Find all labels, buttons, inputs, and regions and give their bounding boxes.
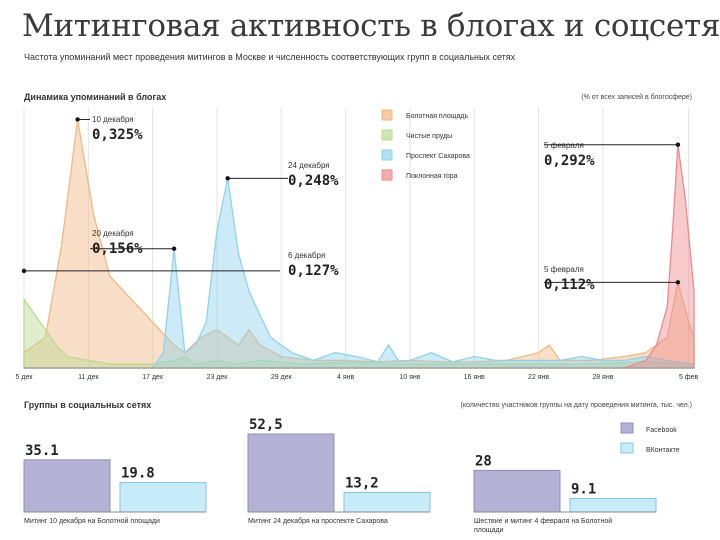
annotation-value: 0,112% (544, 277, 595, 293)
annotation-value: 0,127% (288, 263, 339, 279)
legend-swatch (620, 422, 634, 434)
page-subtitle: Частота упоминаний мест проведения митин… (24, 52, 516, 62)
legend-label: Facebook (646, 427, 677, 434)
annotation-date: 5 февраля (544, 141, 584, 150)
bar-value-label: 13,2 (345, 475, 379, 491)
bar-facebook (473, 469, 561, 513)
page-title: Митинговая активность в блогах и соцсетя… (22, 8, 720, 44)
x-tick-label: 22 янв (528, 374, 549, 381)
blog-chart-unit: (% от всех записей в блогосфере) (581, 94, 692, 101)
legend-swatch (381, 109, 393, 121)
groups-chart-unit: (количество участников группы на дату пр… (460, 402, 692, 409)
annotation-dot (21, 268, 27, 274)
legend-swatch (381, 169, 393, 181)
x-tick-label: 11 дек (78, 374, 99, 381)
x-tick-label: 16 янв (464, 374, 485, 381)
legend-swatch (620, 442, 634, 454)
annotation-value: 0,248% (288, 173, 339, 189)
bar-vkontakte (343, 491, 431, 513)
annotation-date: 24 декабря (288, 161, 330, 170)
annotation-dot (225, 176, 230, 181)
bar-value-label: 28 (475, 453, 492, 469)
bar-value-label: 35.1 (25, 443, 59, 459)
legend-label: Болотная площадь (406, 113, 469, 120)
annotation-value: 0,292% (544, 153, 595, 169)
x-tick-label: 23 дек (207, 374, 229, 381)
x-tick-label: 17 дек (142, 374, 164, 381)
x-tick-label: 5 дек (16, 374, 34, 381)
x-tick-label: 10 янв (399, 374, 420, 381)
area-series-2 (23, 297, 695, 369)
legend-label: Чистые пруды (406, 133, 452, 140)
annotation-date: 10 декабря (92, 115, 134, 124)
legend-label: Проспект Сахарова (406, 153, 470, 160)
bar-value-label: 19.8 (121, 466, 155, 482)
x-tick-label: 29 дек (271, 374, 293, 381)
annotation-value: 0,325% (92, 127, 143, 143)
bar-vkontakte (119, 482, 207, 513)
annotation-dot (675, 142, 681, 147)
bar-value-label: 9.1 (571, 481, 596, 497)
annotation-dot (675, 280, 681, 285)
group-label: Шествие и митинг 4 февраля на Болотной пл… (474, 517, 612, 534)
annotation-date: 5 февраля (544, 265, 584, 274)
annotation-dot (171, 246, 177, 251)
annotation-date: 6 декабря (288, 251, 325, 260)
annotation-dot (75, 117, 80, 122)
area-series-3 (24, 178, 695, 369)
legend-label: Поклонная гора (406, 173, 458, 180)
group-label: Митинг 10 декабря на Болотной площади (24, 517, 160, 525)
blog-chart-title: Динамика упоминаний в блогах (24, 92, 167, 102)
groups-chart-title: Группы в социальных сетях (24, 400, 152, 410)
legend-swatch (381, 149, 393, 161)
legend-label: ВКонтакте (646, 447, 680, 454)
bar-value-label: 52,5 (249, 417, 283, 433)
x-tick-label: 4 янв (337, 374, 354, 381)
bar-vkontakte (569, 497, 657, 513)
bar-facebook (247, 433, 335, 513)
legend-swatch (381, 129, 393, 141)
area-series-4 (24, 144, 695, 369)
bar-facebook (23, 459, 111, 513)
annotation-date: 20 декабря (92, 229, 134, 238)
x-tick-label: 28 янв (592, 374, 613, 381)
x-tick-label: 5 фев (679, 374, 698, 381)
group-label: Митинг 24 декабря на проспекте Сахарова (248, 517, 388, 525)
